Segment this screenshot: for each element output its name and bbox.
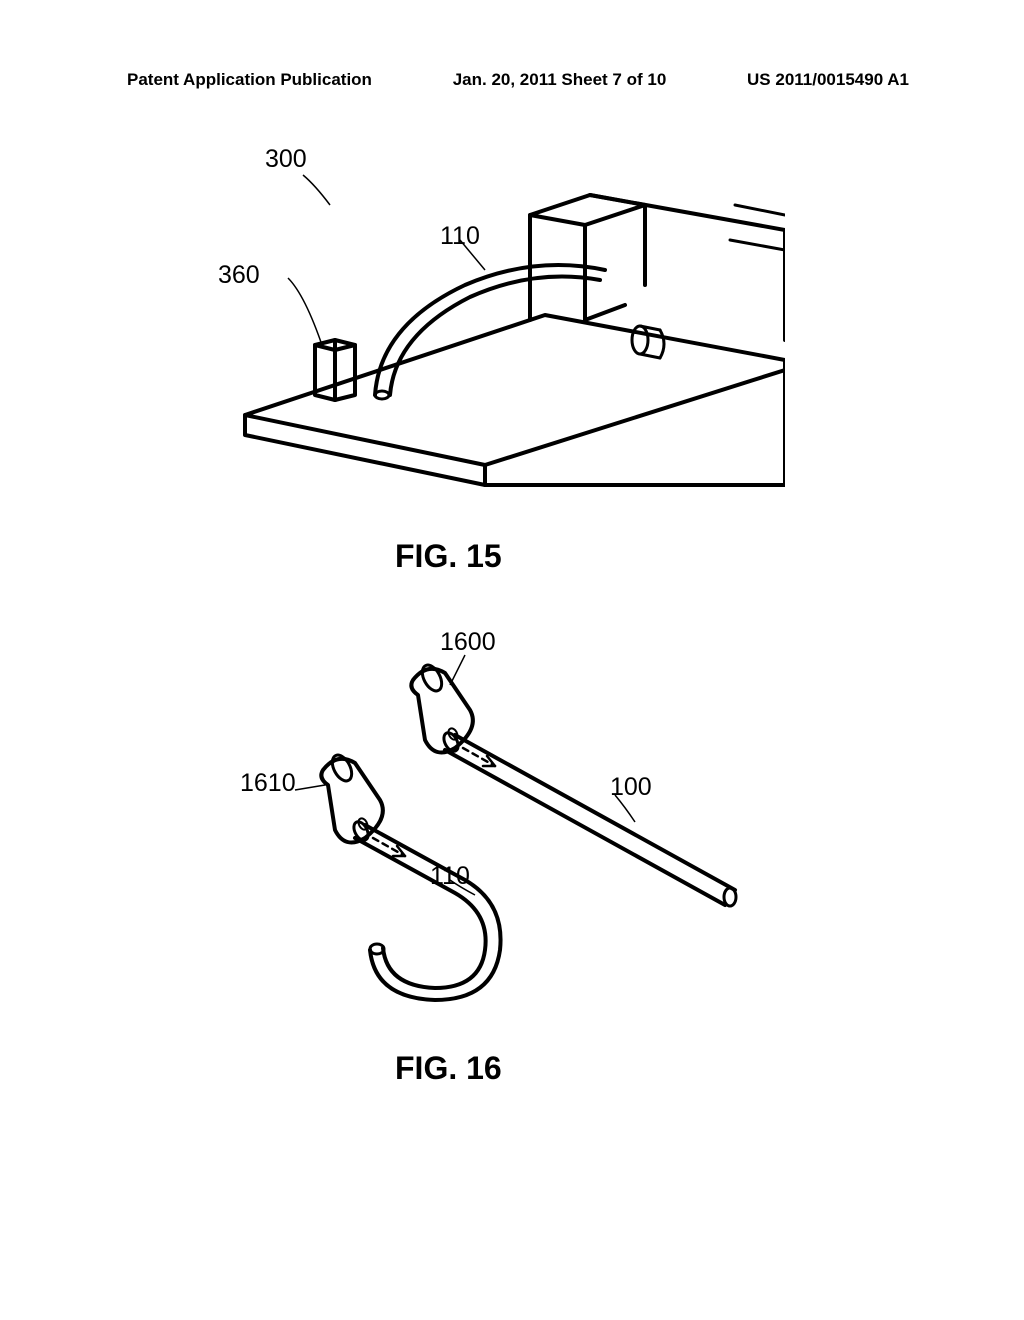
ref-110-fig16: 110 (430, 862, 470, 891)
ref-1600: 1600 (440, 628, 496, 657)
header-publication: Patent Application Publication (127, 70, 372, 90)
page-header: Patent Application Publication Jan. 20, … (0, 70, 1024, 90)
ref-1610: 1610 (240, 769, 296, 798)
header-patent-number: US 2011/0015490 A1 (747, 70, 909, 90)
ref-300: 300 (265, 145, 307, 174)
figure-16 (235, 610, 785, 1030)
ref-360: 360 (218, 261, 260, 290)
header-sheet-info: Jan. 20, 2011 Sheet 7 of 10 (453, 70, 667, 90)
figure-15 (235, 145, 785, 505)
ref-110-fig15: 110 (440, 222, 480, 251)
ref-100: 100 (610, 773, 652, 802)
figure-15-drawing (235, 145, 785, 505)
figure-15-label: FIG. 15 (395, 538, 502, 575)
figure-16-drawing (235, 610, 785, 1030)
figure-16-label: FIG. 16 (395, 1050, 502, 1087)
